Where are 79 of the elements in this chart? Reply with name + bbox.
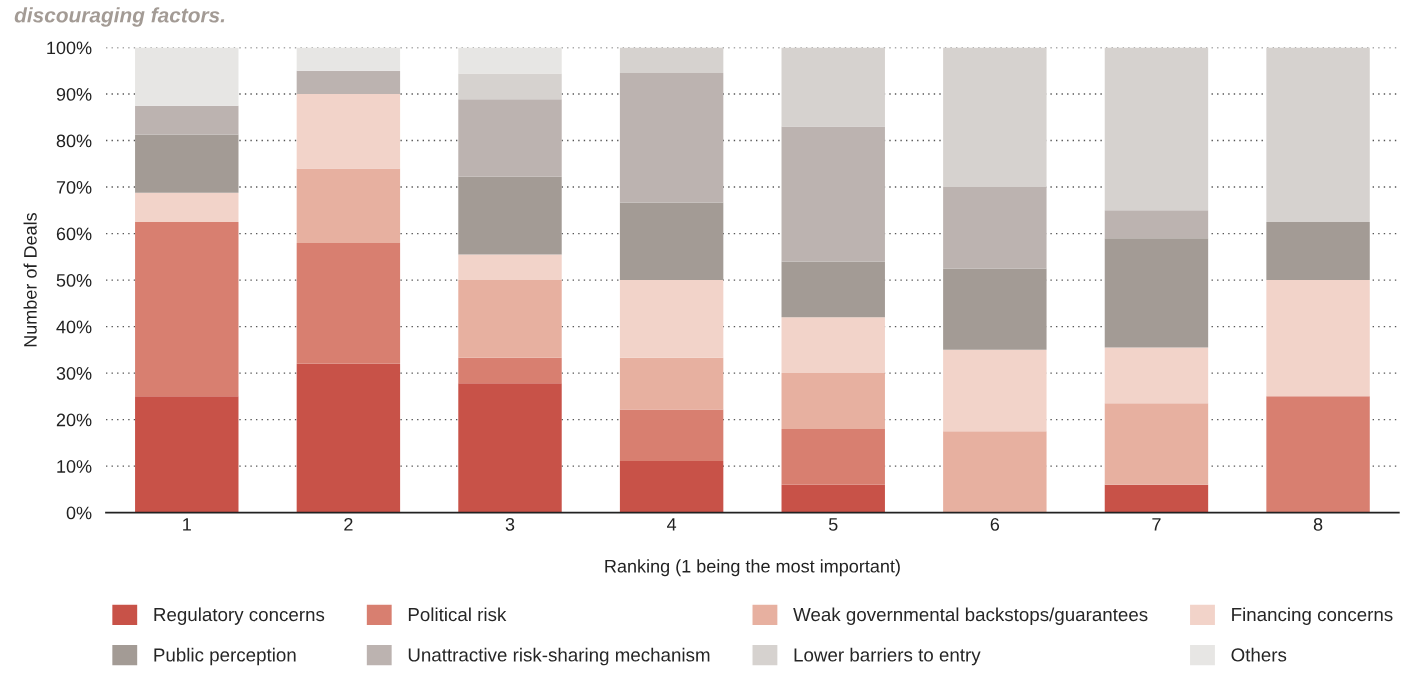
x-tick-label: 5 — [828, 518, 838, 531]
bar — [1104, 210, 1209, 239]
bar — [458, 99, 562, 177]
bar — [296, 94, 401, 169]
bar — [135, 47, 239, 106]
bar — [1266, 280, 1370, 397]
x-tick-label: 6 — [990, 517, 1000, 531]
y-tick-label: 40% — [56, 320, 92, 334]
y-tick-label: 10% — [57, 460, 92, 473]
legend-label: Unattractive risk-sharing mechanism — [408, 647, 710, 666]
bar — [135, 134, 239, 193]
bar — [458, 176, 562, 255]
bar — [781, 428, 885, 485]
bar — [619, 47, 724, 74]
y-tick-label: 90% — [56, 87, 92, 101]
bar — [1266, 221, 1370, 281]
bar — [1104, 238, 1209, 348]
y-tick-label: 0% — [66, 506, 92, 520]
bar — [135, 221, 239, 397]
y-tick-label: 70% — [56, 181, 92, 194]
bar — [1266, 396, 1370, 513]
bar — [943, 268, 1047, 350]
legend-label: Political risk — [408, 607, 507, 622]
bar — [781, 373, 885, 429]
bar — [1104, 403, 1209, 485]
bar — [619, 202, 724, 281]
legend-label: Others — [1231, 647, 1287, 662]
bar — [781, 47, 885, 127]
bar — [781, 484, 885, 513]
bar — [1104, 47, 1209, 211]
bar — [135, 105, 239, 135]
bar — [458, 73, 562, 100]
bar — [943, 349, 1047, 432]
bar — [943, 187, 1047, 269]
x-tick-label: 2 — [344, 517, 353, 531]
bar — [458, 47, 562, 74]
bar — [619, 280, 724, 358]
bar — [458, 357, 562, 384]
bar — [135, 396, 239, 513]
bar — [1104, 347, 1209, 404]
bar — [1266, 47, 1370, 222]
bar — [619, 409, 724, 462]
y-axis-title: Number of Deals — [23, 213, 37, 347]
x-tick-label: 1 — [183, 518, 191, 531]
legend-label: Financing concerns — [1232, 607, 1393, 625]
bar — [619, 461, 724, 513]
bar — [619, 357, 724, 410]
bar — [296, 47, 401, 71]
y-tick-label: 80% — [56, 134, 92, 148]
y-tick-label: 60% — [56, 227, 92, 241]
y-tick-label: 20% — [56, 413, 92, 427]
bar — [296, 363, 401, 513]
legend-label: Weak governmental backstops/guarantees — [793, 607, 1148, 625]
y-tick-label: 30% — [56, 367, 92, 380]
legend-label: Lower barriers to entry — [794, 647, 981, 666]
bar — [943, 431, 1047, 513]
bar — [458, 254, 562, 281]
bar — [458, 280, 562, 358]
x-axis-title: Ranking (1 being the most important) — [605, 559, 900, 577]
bar — [619, 73, 724, 203]
x-tick-label: 8 — [1313, 517, 1323, 531]
bar — [296, 242, 401, 364]
chart-title: discouraging factors. — [14, 7, 225, 27]
y-tick-label: 100% — [47, 41, 92, 55]
x-tick-label: 4 — [667, 518, 677, 531]
bar — [781, 126, 885, 262]
bar — [296, 70, 401, 95]
x-tick-label: 7 — [1152, 518, 1161, 531]
bar — [135, 192, 239, 222]
legend-label: Regulatory concerns — [154, 607, 325, 625]
bar — [1104, 484, 1209, 513]
legend-label: Public perception — [154, 647, 296, 666]
x-tick-label: 3 — [505, 517, 515, 531]
bar — [943, 47, 1047, 188]
bar — [458, 383, 562, 513]
bar — [296, 168, 401, 243]
bar — [781, 261, 885, 318]
bar — [781, 317, 885, 374]
y-tick-label: 50% — [56, 274, 92, 287]
